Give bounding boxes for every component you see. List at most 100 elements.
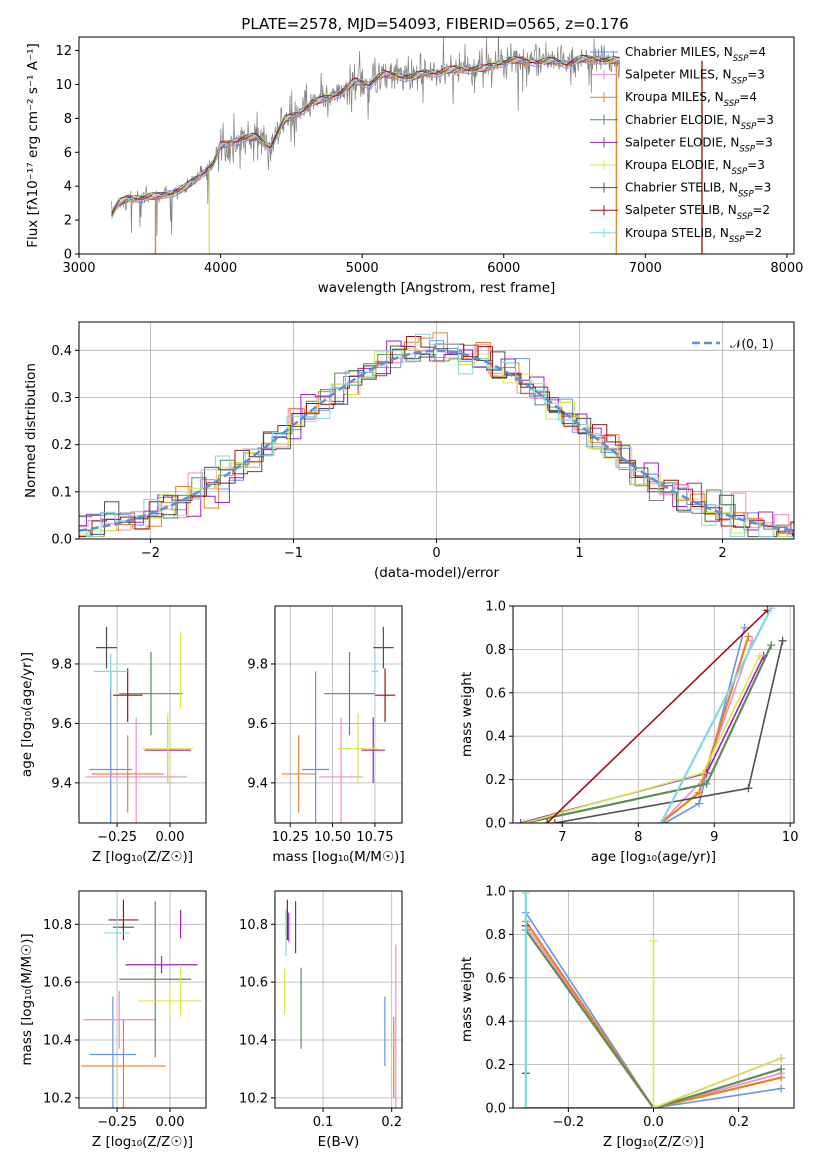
legend-label-salpeter_elodie: Salpeter ELODIE, NSSP=3 [625, 135, 773, 154]
y-tick-label: 9.6 [247, 717, 268, 732]
x-tick-label: 5000 [346, 261, 379, 276]
x-tick-label: 10 [782, 830, 799, 845]
x-axis-label: Z [log₁₀(Z/Z☉)] [92, 849, 193, 865]
series-marker-kroupa_miles [777, 1073, 786, 1082]
y-tick-label: 10.4 [43, 1034, 72, 1049]
residual-histogram-salpeter_elodie [79, 340, 794, 531]
residual-histogram-salpeter_stelib [79, 336, 794, 538]
axes-frame [274, 605, 403, 824]
legend-label-chabrier_stelib: Chabrier STELIB, NSSP=3 [625, 181, 771, 200]
series-line-chabrier_elodie [524, 929, 782, 1108]
legend-label-kroupa_elodie: Kroupa ELODIE, NSSP=3 [625, 158, 765, 177]
series-marker-kroupa_miles [695, 788, 704, 797]
y-axis-label: mass weight [459, 672, 475, 757]
y-axis-label: age [log₁₀(age/yr)] [19, 652, 35, 777]
legend-label-normal: 𝒩(0, 1) [730, 337, 774, 351]
x-axis-label: (data-model)/error [374, 565, 500, 581]
series-line-salpeter_stelib [546, 609, 768, 823]
y-tick-label: 9.4 [247, 776, 268, 791]
axes-frame [512, 605, 795, 824]
axes-frame [78, 36, 795, 255]
residual-histogram-chabrier_stelib [79, 345, 794, 538]
x-axis-label: Z [log₁₀(Z/Z☉)] [603, 1134, 704, 1150]
y-tick-label: 0.6 [485, 686, 506, 701]
series-line-salpeter_miles [525, 925, 782, 1108]
y-tick-label: 8 [64, 112, 72, 127]
y-tick-label: 9.4 [51, 776, 72, 791]
model-spectrum-salpeter_stelib [111, 54, 620, 214]
y-tick-label: 0.0 [485, 817, 506, 832]
x-tick-label: 0.1 [313, 1115, 334, 1130]
plot-area [281, 626, 396, 823]
y-tick-label: 10.8 [239, 918, 268, 933]
y-tick-label: 12 [55, 44, 72, 59]
plot-area [79, 332, 794, 538]
axes-frame [78, 605, 207, 824]
y-tick-label: 0 [64, 248, 72, 263]
figure-title: PLATE=2578, MJD=54093, FIBERID=0565, z=0… [241, 15, 628, 33]
x-tick-label: 8 [634, 830, 642, 845]
y-tick-label: 0.0 [51, 533, 72, 548]
legend-label-kroupa_miles: Kroupa MILES, NSSP=4 [625, 90, 757, 109]
x-tick-label: 9 [710, 830, 718, 845]
x-tick-label: 10.50 [314, 830, 351, 845]
x-tick-label: 8000 [770, 261, 803, 276]
legend-label-chabrier_elodie: Chabrier ELODIE, NSSP=3 [625, 113, 774, 132]
y-tick-label: 0.3 [51, 391, 72, 406]
x-tick-label: 7 [558, 830, 566, 845]
model-spectrum-salpeter_elodie [111, 56, 620, 216]
y-tick-label: 6 [64, 146, 72, 161]
y-tick-label: 10.4 [239, 1034, 268, 1049]
y-tick-label: 0.2 [51, 438, 72, 453]
x-tick-label: 1 [575, 546, 583, 561]
mass_vs_Z-panel: −0.25 0.00 10.2 10.4 10.6 10.8 Z [log₁₀(Z/Z☉)]… [19, 890, 207, 1150]
mass_weight_vs_age-panel: 7 8 9 10 0.0 0.2 0.4 0.6 0.8 1.0 age [log₁₀(age/yr… [459, 600, 798, 866]
residual-histogram-kroupa_stelib [79, 333, 794, 538]
series-marker-kroupa_stelib [657, 819, 666, 823]
series-line-kroupa_miles [524, 920, 782, 1108]
series-marker-chabrier_elodie [702, 779, 711, 788]
series-marker-kroupa_elodie [755, 651, 764, 660]
plot-area [521, 891, 786, 1108]
age_vs_Z-panel: −0.25 0.00 9.4 9.6 9.8 Z [log₁₀(Z/Z☉)] age [lo… [19, 605, 207, 865]
x-tick-label: 2 [718, 546, 726, 561]
x-tick-label: 0.00 [156, 1115, 185, 1130]
y-tick-label: 10.2 [43, 1091, 72, 1106]
observed-spectrum [111, 37, 620, 236]
x-tick-label: 0.2 [728, 1115, 749, 1130]
series-marker-chabrier_elodie [767, 641, 776, 650]
series-marker-kroupa_stelib [767, 606, 776, 613]
series-marker-kroupa_elodie [698, 769, 707, 778]
x-axis-label: wavelength [Angstrom, rest frame] [318, 280, 556, 296]
residual-histogram-kroupa_elodie [79, 347, 794, 538]
plot-area [284, 899, 397, 1108]
series-line-chabrier_stelib [554, 640, 784, 823]
y-tick-label: 0.8 [485, 928, 506, 943]
mass_vs_ebv-panel: 0.1 0.2 10.2 10.4 10.6 10.8 E(B-V) [239, 890, 403, 1150]
y-tick-label: 2 [64, 214, 72, 229]
y-tick-label: 10.6 [43, 976, 72, 991]
x-tick-label: −0.25 [97, 830, 137, 845]
y-tick-label: 0.8 [485, 643, 506, 658]
x-tick-label: 0.00 [156, 830, 185, 845]
x-axis-label: mass [log₁₀(M/M☉)] [272, 849, 404, 865]
series-marker-kroupa_miles [744, 632, 753, 641]
plot-area [516, 606, 787, 823]
y-tick-label: 0.4 [51, 344, 72, 359]
series-line-chabrier_miles [525, 912, 782, 1108]
x-tick-label: 0.2 [381, 1115, 402, 1130]
model-spectrum-kroupa_stelib [111, 55, 620, 212]
legend-label-kroupa_stelib: Kroupa STELIB, NSSP=2 [625, 226, 762, 245]
y-tick-label: 0.0 [485, 1102, 506, 1117]
y-axis-label: Flux [fλ10⁻¹⁷ erg cm⁻² s⁻¹ A⁻¹] [25, 43, 41, 248]
y-tick-label: 0.6 [485, 971, 506, 986]
x-tick-label: 10.25 [272, 830, 309, 845]
series-marker-chabrier_stelib [778, 636, 787, 645]
y-tick-label: 1.0 [485, 885, 506, 900]
mass_weight_vs_Z-panel: −0.2 0.0 0.2 0.0 0.2 0.4 0.6 0.8 1.0 Z [log₁₀(Z/Z… [459, 885, 795, 1150]
x-axis-label: age [log₁₀(age/yr)] [591, 849, 716, 865]
y-tick-label: 0.4 [485, 730, 506, 745]
x-tick-label: −0.25 [97, 1115, 137, 1130]
series-marker-kroupa_elodie [520, 819, 529, 823]
series-marker-kroupa_stelib [521, 1104, 530, 1108]
